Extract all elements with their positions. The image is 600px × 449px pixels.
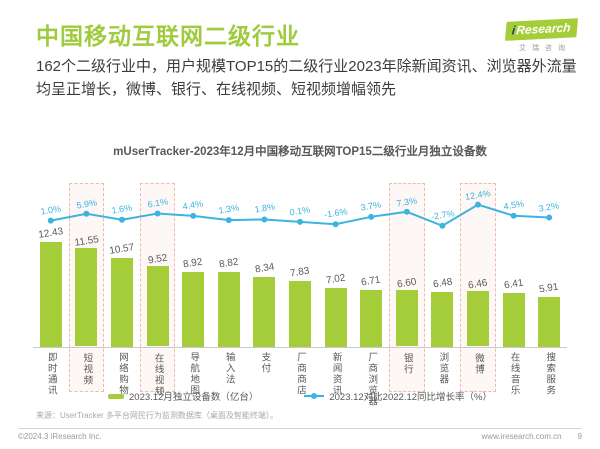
line-legend-swatch — [304, 392, 325, 400]
chart-column: 7.3% 6.60 银行 — [389, 183, 425, 392]
bar — [288, 280, 311, 347]
category-label: 支付 — [259, 352, 271, 374]
bar-legend-swatch — [108, 393, 124, 399]
bar — [75, 248, 98, 346]
logo-tagline: 艾瑞咨询 — [519, 45, 571, 52]
line-legend-label: 2023.12对比2022.12同比增长率（%） — [329, 392, 492, 403]
growth-value-label: 7.3% — [395, 195, 418, 209]
category-label: 短视频 — [81, 353, 93, 386]
chart-legend: 2023.12月独立设备数（亿台） 2023.12对比2022.12同比增长率（… — [0, 389, 600, 403]
growth-value-label: 12.4% — [464, 187, 492, 202]
growth-value-label: 3.2% — [538, 199, 561, 214]
category-label: 新闻资讯 — [330, 352, 342, 396]
bar-value-label: 7.83 — [289, 265, 311, 280]
category-label: 即时通讯 — [45, 352, 57, 396]
bar — [217, 272, 240, 347]
category-label: 网络购物 — [116, 352, 128, 396]
bar — [146, 265, 169, 346]
category-label: 微博 — [472, 353, 484, 375]
iresearch-logo-band: iResearch — [505, 18, 579, 41]
bar — [182, 271, 205, 347]
bar-value-label: 12.43 — [37, 226, 65, 241]
x-axis-line — [33, 347, 567, 348]
page-title: 中国移动互联网二级行业 — [36, 23, 300, 49]
category-label: 银行 — [401, 353, 413, 375]
website-link[interactable]: www.iresearch.com.cn — [481, 432, 562, 441]
bar — [538, 297, 561, 347]
category-label: 输入法 — [223, 352, 235, 385]
bar-line-chart: 1.0% 12.43 即时通讯 5.9% 11.55 短视频 1.6% 10.57 网络购物 6.… — [33, 183, 567, 413]
category-label: 厂商浏览器 — [366, 352, 378, 407]
category-label: 浏览器 — [437, 352, 449, 385]
chart-column: 1.8% 8.34 支付 — [247, 183, 283, 392]
category-label: 搜索服务 — [544, 352, 556, 396]
bar-legend-label: 2023.12月独立设备数（亿台） — [129, 392, 259, 403]
bar — [39, 241, 62, 347]
footer-divider — [18, 428, 582, 429]
chart-column: -2.7% 6.48 浏览器 — [425, 183, 461, 392]
page-number: 9 — [577, 432, 582, 441]
bar — [324, 287, 347, 347]
bar-value-label: 8.82 — [218, 257, 240, 271]
chart-column: 3.7% 6.71 厂商浏览器 — [353, 183, 389, 407]
bar-value-label: 5.91 — [538, 281, 560, 296]
chart-column: 4.4% 8.92 导航地图 — [175, 183, 211, 396]
bar-value-label: 10.57 — [108, 241, 136, 257]
page-footer: ©2024.3 iResearch Inc. www.iresearch.com… — [18, 432, 582, 441]
chart-column: -1.6% 7.02 新闻资讯 — [318, 183, 354, 396]
chart-column: 12.4% 6.46 微博 — [460, 183, 496, 392]
category-label: 厂商商店 — [294, 352, 306, 396]
category-label: 在线视频 — [152, 353, 164, 397]
data-source-note: 来源：UserTracker 多平台网民行为监测数据库（桌面及智能终端）。 — [36, 411, 278, 420]
chart-column: 3.2% 5.91 搜索服务 — [531, 183, 567, 396]
legend-item-line: 2023.12对比2022.12同比增长率（%） — [304, 389, 492, 403]
legend-item-bars: 2023.12月独立设备数（亿台） — [108, 389, 258, 403]
chart-column: 4.5% 6.41 在线音乐 — [496, 183, 532, 396]
bar — [253, 276, 276, 347]
chart-column: 1.0% 12.43 即时通讯 — [33, 183, 69, 396]
bar — [360, 290, 383, 347]
bar-value-label: 8.34 — [253, 261, 275, 275]
chart-column: 1.3% 8.82 输入法 — [211, 183, 247, 392]
bar — [110, 257, 133, 347]
chart-column: 1.6% 10.57 网络购物 — [104, 183, 140, 396]
chart-column: 5.9% 11.55 短视频 — [68, 183, 105, 392]
copyright-text: ©2024.3 iResearch Inc. — [18, 432, 102, 441]
logo-wordmark: Research — [515, 20, 572, 38]
bar-value-label: 8.92 — [182, 256, 204, 271]
category-label: 导航地图 — [188, 352, 200, 396]
bar-value-label: 6.41 — [503, 277, 525, 292]
chart-column: 6.1% 9.52 在线视频 — [139, 183, 176, 397]
chart-column: 0.1% 7.83 厂商商店 — [282, 183, 318, 396]
bar-value-label: 6.71 — [360, 274, 382, 289]
category-label: 在线音乐 — [508, 352, 520, 396]
iresearch-logo: iResearch 艾瑞咨询 — [505, 18, 579, 53]
bar — [466, 291, 489, 346]
bar-value-label: 7.02 — [325, 272, 347, 287]
bar — [431, 292, 454, 347]
growth-value-label: -2.7% — [429, 207, 455, 222]
chart-title: mUserTracker-2023年12月中国移动互联网TOP15二级行业月独立… — [113, 146, 487, 158]
bar-value-label: 6.48 — [431, 276, 453, 291]
bar — [502, 292, 525, 347]
bar — [395, 290, 418, 346]
page-subtitle: 162个二级行业中，用户规模TOP15的二级行业2023年除新闻资讯、浏览器外流… — [36, 58, 577, 98]
